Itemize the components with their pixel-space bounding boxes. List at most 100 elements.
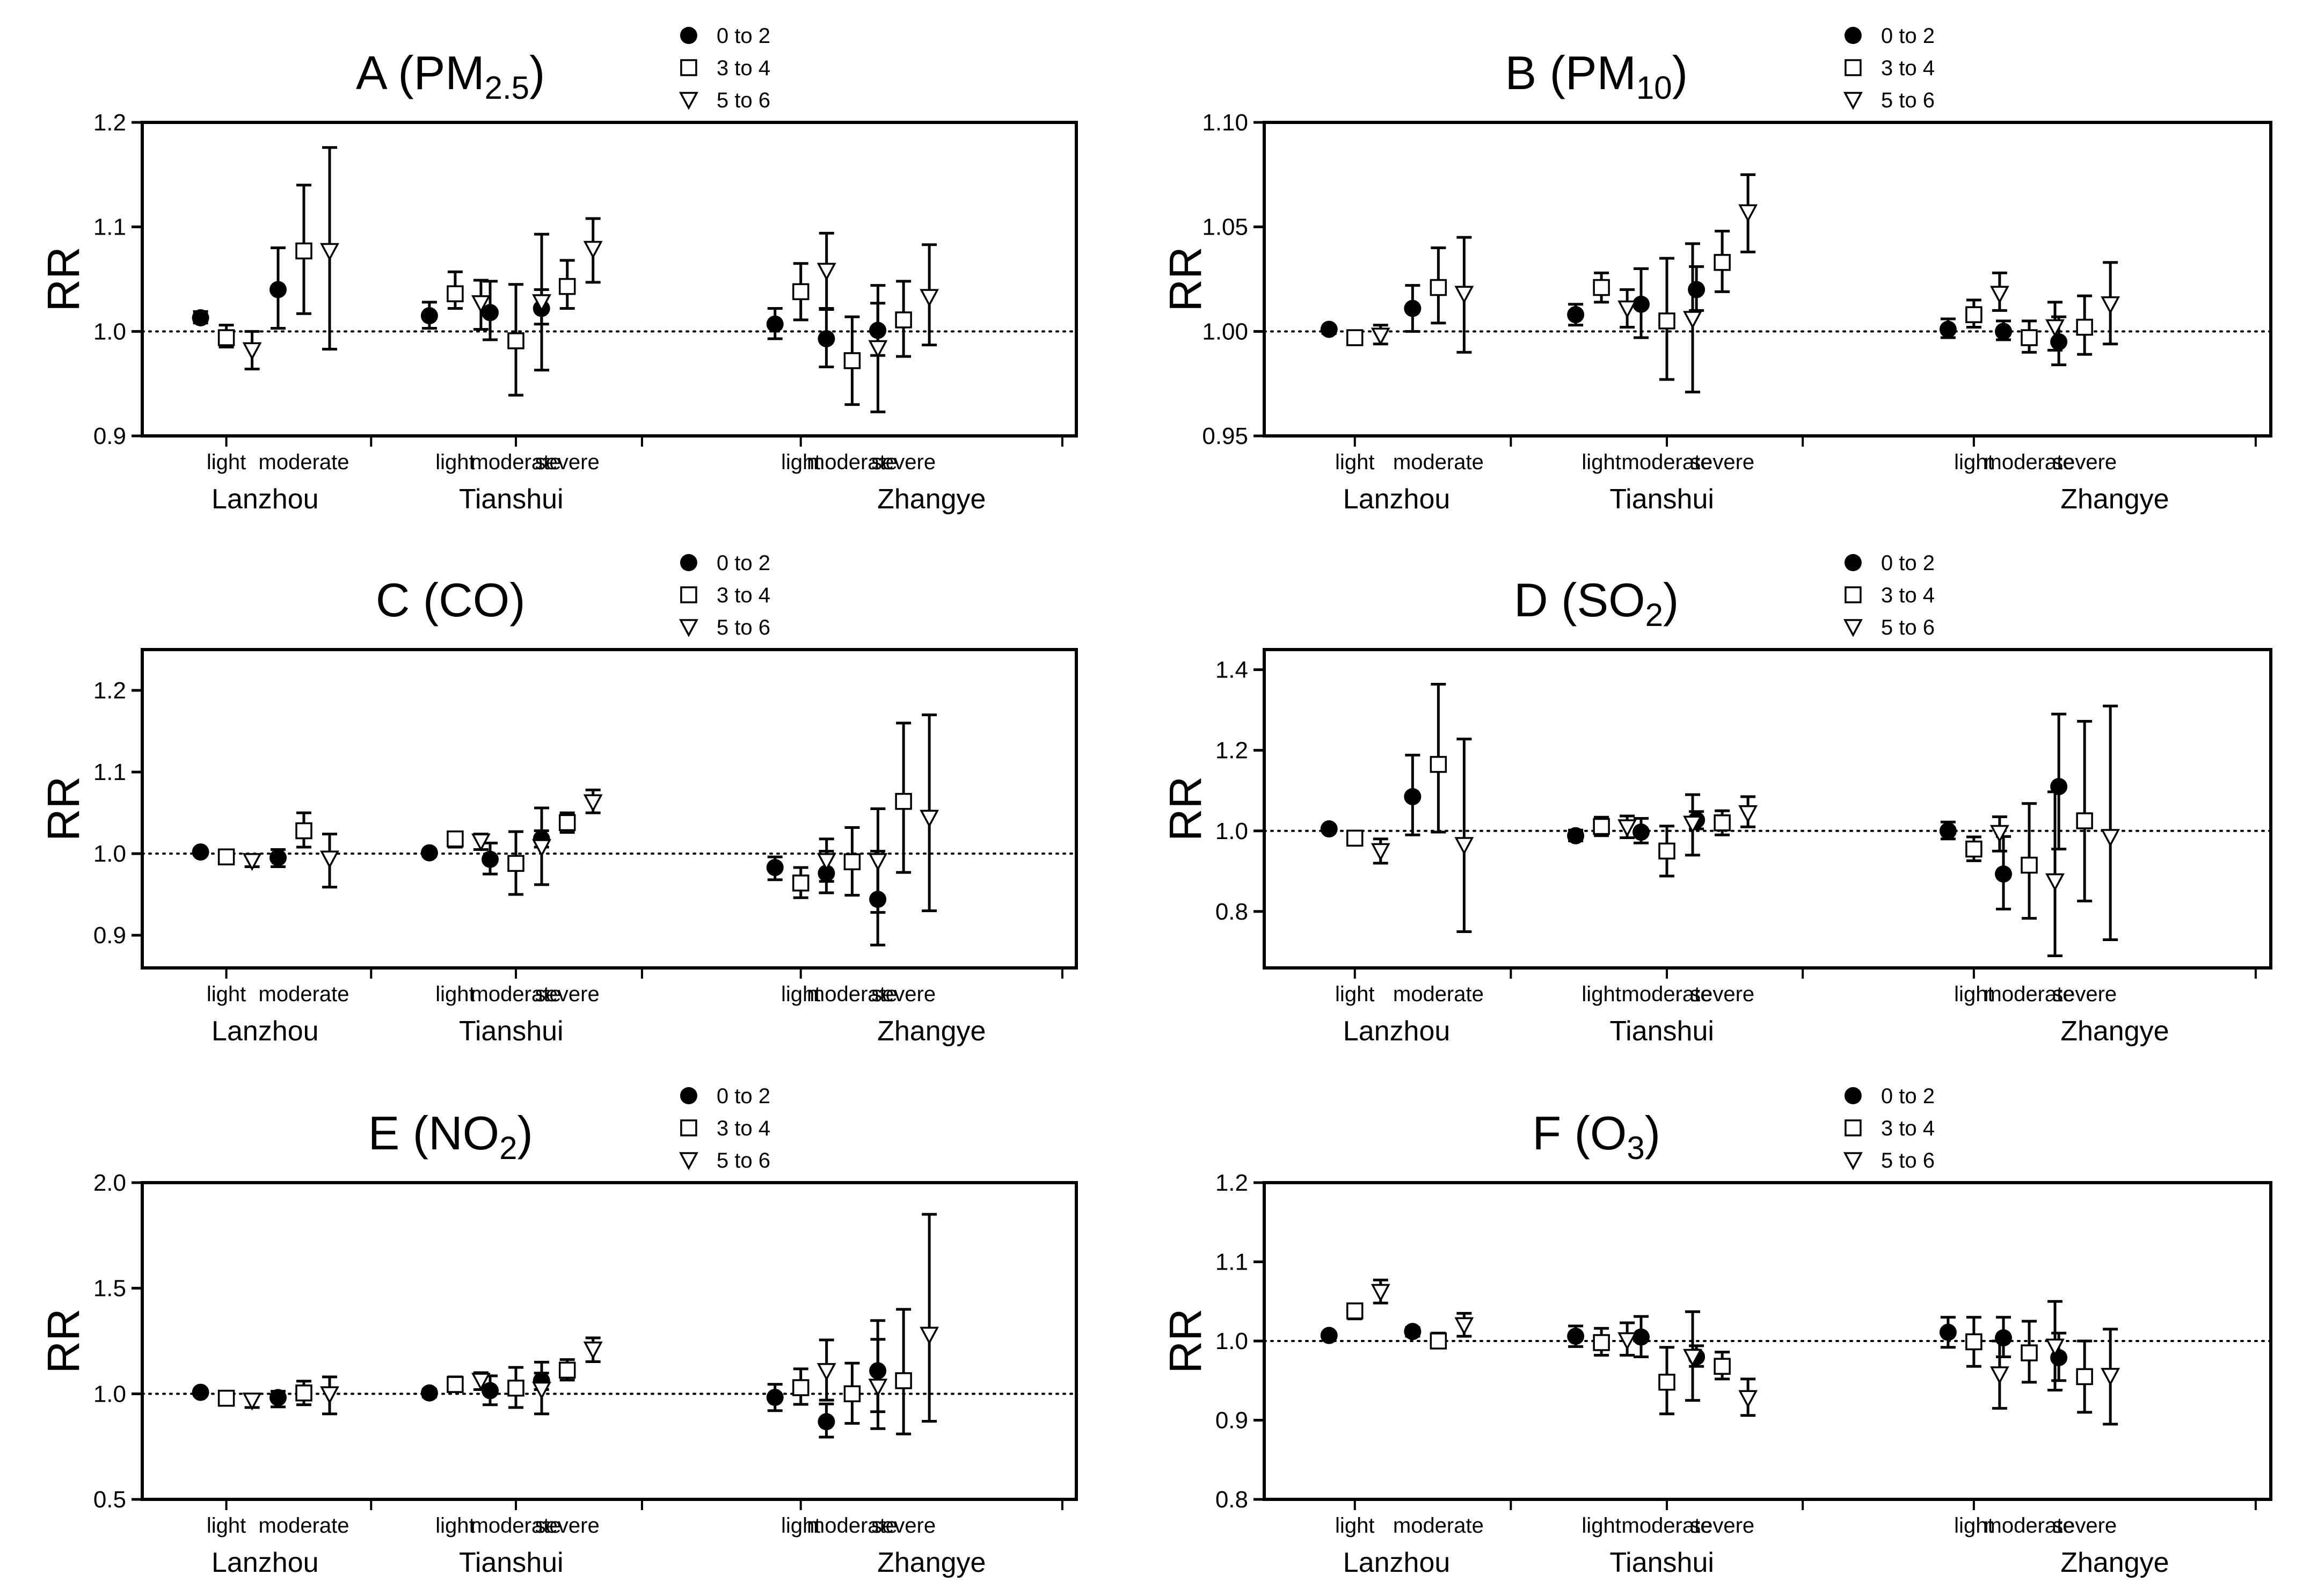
- city-label: Zhangye: [877, 1016, 986, 1047]
- y-tick-label: 1.4: [1215, 657, 1248, 683]
- y-tick-label: 1.05: [1202, 214, 1248, 241]
- y-tick-label: 1.1: [93, 214, 126, 241]
- y-tick-label: 2.0: [93, 1170, 126, 1196]
- data-point-0-to-2: [269, 849, 287, 866]
- category-label: moderate: [471, 1514, 562, 1537]
- data-point-0-to-2: [1939, 1323, 1957, 1341]
- panel-e: E (NO2) 0 to 2 3 to 4 5 to 6 RR 0.5 1.0 1.5 2.0 l…: [38, 1084, 1078, 1578]
- legend-label: 5 to 6: [1881, 616, 1935, 639]
- category-label: moderate: [1984, 1514, 2075, 1537]
- city-label: Zhangye: [2060, 1547, 2169, 1578]
- y-tick-label: 0.8: [1215, 899, 1248, 925]
- panel-title: A (PM2.5): [356, 46, 545, 106]
- data-point-5-to-6: [2045, 319, 2065, 338]
- data-point-3-to-4: [295, 1384, 312, 1402]
- y-tick-label: 1.0: [93, 841, 126, 867]
- title-end: ): [1663, 573, 1679, 626]
- category-label: severe: [871, 1514, 936, 1537]
- data-point-0-to-2: [1567, 827, 1585, 844]
- data-point-5-to-6: [583, 1341, 603, 1360]
- city-label: Zhangye: [877, 484, 986, 515]
- data-point-5-to-6: [1371, 1284, 1390, 1302]
- category-label: severe: [1690, 1514, 1754, 1537]
- data-point-3-to-4: [1430, 756, 1447, 773]
- data-point-0-to-2: [1632, 1328, 1650, 1346]
- data-point-5-to-6: [1617, 819, 1637, 837]
- data-point-0-to-2: [420, 307, 438, 325]
- y-tick-label: 0.9: [1215, 1408, 1248, 1434]
- data-point-5-to-6: [471, 833, 491, 852]
- y-tick-label: 0.95: [1202, 423, 1248, 449]
- legend-marker-2: [679, 1152, 698, 1170]
- plot-frame: [1263, 648, 2272, 970]
- title-end: ): [1672, 46, 1688, 99]
- data-point-5-to-6: [242, 342, 262, 361]
- data-point-0-to-2: [482, 1382, 499, 1400]
- legend-marker-1: [1845, 586, 1862, 603]
- data-point-3-to-4: [2021, 329, 2038, 346]
- plot-frame: [141, 1181, 1078, 1501]
- data-point-5-to-6: [2101, 296, 2120, 315]
- legend-label: 0 to 2: [1881, 24, 1935, 48]
- legend-label: 3 to 4: [1881, 56, 1935, 80]
- legend-marker-0: [680, 1087, 697, 1104]
- legend-marker-2: [679, 92, 698, 110]
- data-point-3-to-4: [2076, 1368, 2093, 1386]
- city-label: Tianshui: [1609, 1547, 1714, 1578]
- data-point-5-to-6: [1683, 1349, 1702, 1367]
- data-point-5-to-6: [920, 1327, 939, 1345]
- category-label: light: [1582, 450, 1621, 474]
- legend-marker-0: [680, 554, 697, 571]
- legend-label: 0 to 2: [717, 24, 770, 48]
- data-point-0-to-2: [1995, 323, 2012, 340]
- data-point-3-to-4: [1658, 1373, 1675, 1391]
- legend-label: 3 to 4: [717, 1117, 770, 1140]
- legend-marker-2: [1843, 92, 1863, 110]
- data-point-3-to-4: [895, 311, 912, 329]
- data-point-3-to-4: [507, 332, 524, 349]
- data-point-0-to-2: [1939, 822, 1957, 840]
- data-point-3-to-4: [295, 242, 312, 260]
- data-point-3-to-4: [217, 329, 235, 346]
- legend-label: 5 to 6: [717, 89, 770, 112]
- title-main: B (PM: [1505, 46, 1636, 99]
- title-subscript: 2: [1645, 597, 1663, 633]
- y-tick-label: 0.5: [93, 1486, 126, 1513]
- city-label: Lanzhou: [1343, 1016, 1451, 1047]
- data-point-3-to-4: [1346, 829, 1364, 847]
- data-point-5-to-6: [1371, 843, 1390, 862]
- legend-label: 3 to 4: [1881, 1117, 1935, 1140]
- legend-label: 5 to 6: [717, 616, 770, 639]
- category-label: moderate: [1984, 450, 2075, 474]
- category-label: moderate: [259, 982, 349, 1006]
- category-label: severe: [1690, 982, 1754, 1006]
- plot-frame: [141, 121, 1078, 438]
- data-point-5-to-6: [1738, 1390, 1758, 1408]
- data-point-5-to-6: [1683, 815, 1702, 834]
- category-label: severe: [535, 982, 600, 1006]
- category-label: light: [435, 450, 475, 474]
- data-point-3-to-4: [447, 830, 464, 848]
- category-label: light: [207, 1514, 246, 1537]
- data-point-5-to-6: [1989, 825, 2009, 843]
- data-point-0-to-2: [420, 844, 438, 862]
- legend-marker-1: [680, 1119, 697, 1136]
- data-point-0-to-2: [2050, 333, 2068, 351]
- category-label: light: [781, 1514, 820, 1537]
- category-label: moderate: [1984, 982, 2075, 1006]
- data-point-3-to-4: [843, 1385, 861, 1403]
- data-point-3-to-4: [843, 853, 861, 871]
- data-point-5-to-6: [1989, 286, 2009, 304]
- data-point-3-to-4: [1593, 279, 1610, 296]
- data-point-5-to-6: [1371, 327, 1390, 346]
- data-point-5-to-6: [1617, 300, 1637, 319]
- y-tick-label: 0.9: [93, 922, 126, 949]
- panel-title: C (CO): [376, 573, 526, 626]
- category-label: severe: [2052, 450, 2117, 474]
- data-point-3-to-4: [1965, 1333, 1983, 1351]
- y-tick-label: 1.2: [93, 110, 126, 136]
- data-point-3-to-4: [2021, 856, 2038, 874]
- data-point-5-to-6: [1989, 1366, 2009, 1384]
- data-point-5-to-6: [583, 241, 603, 259]
